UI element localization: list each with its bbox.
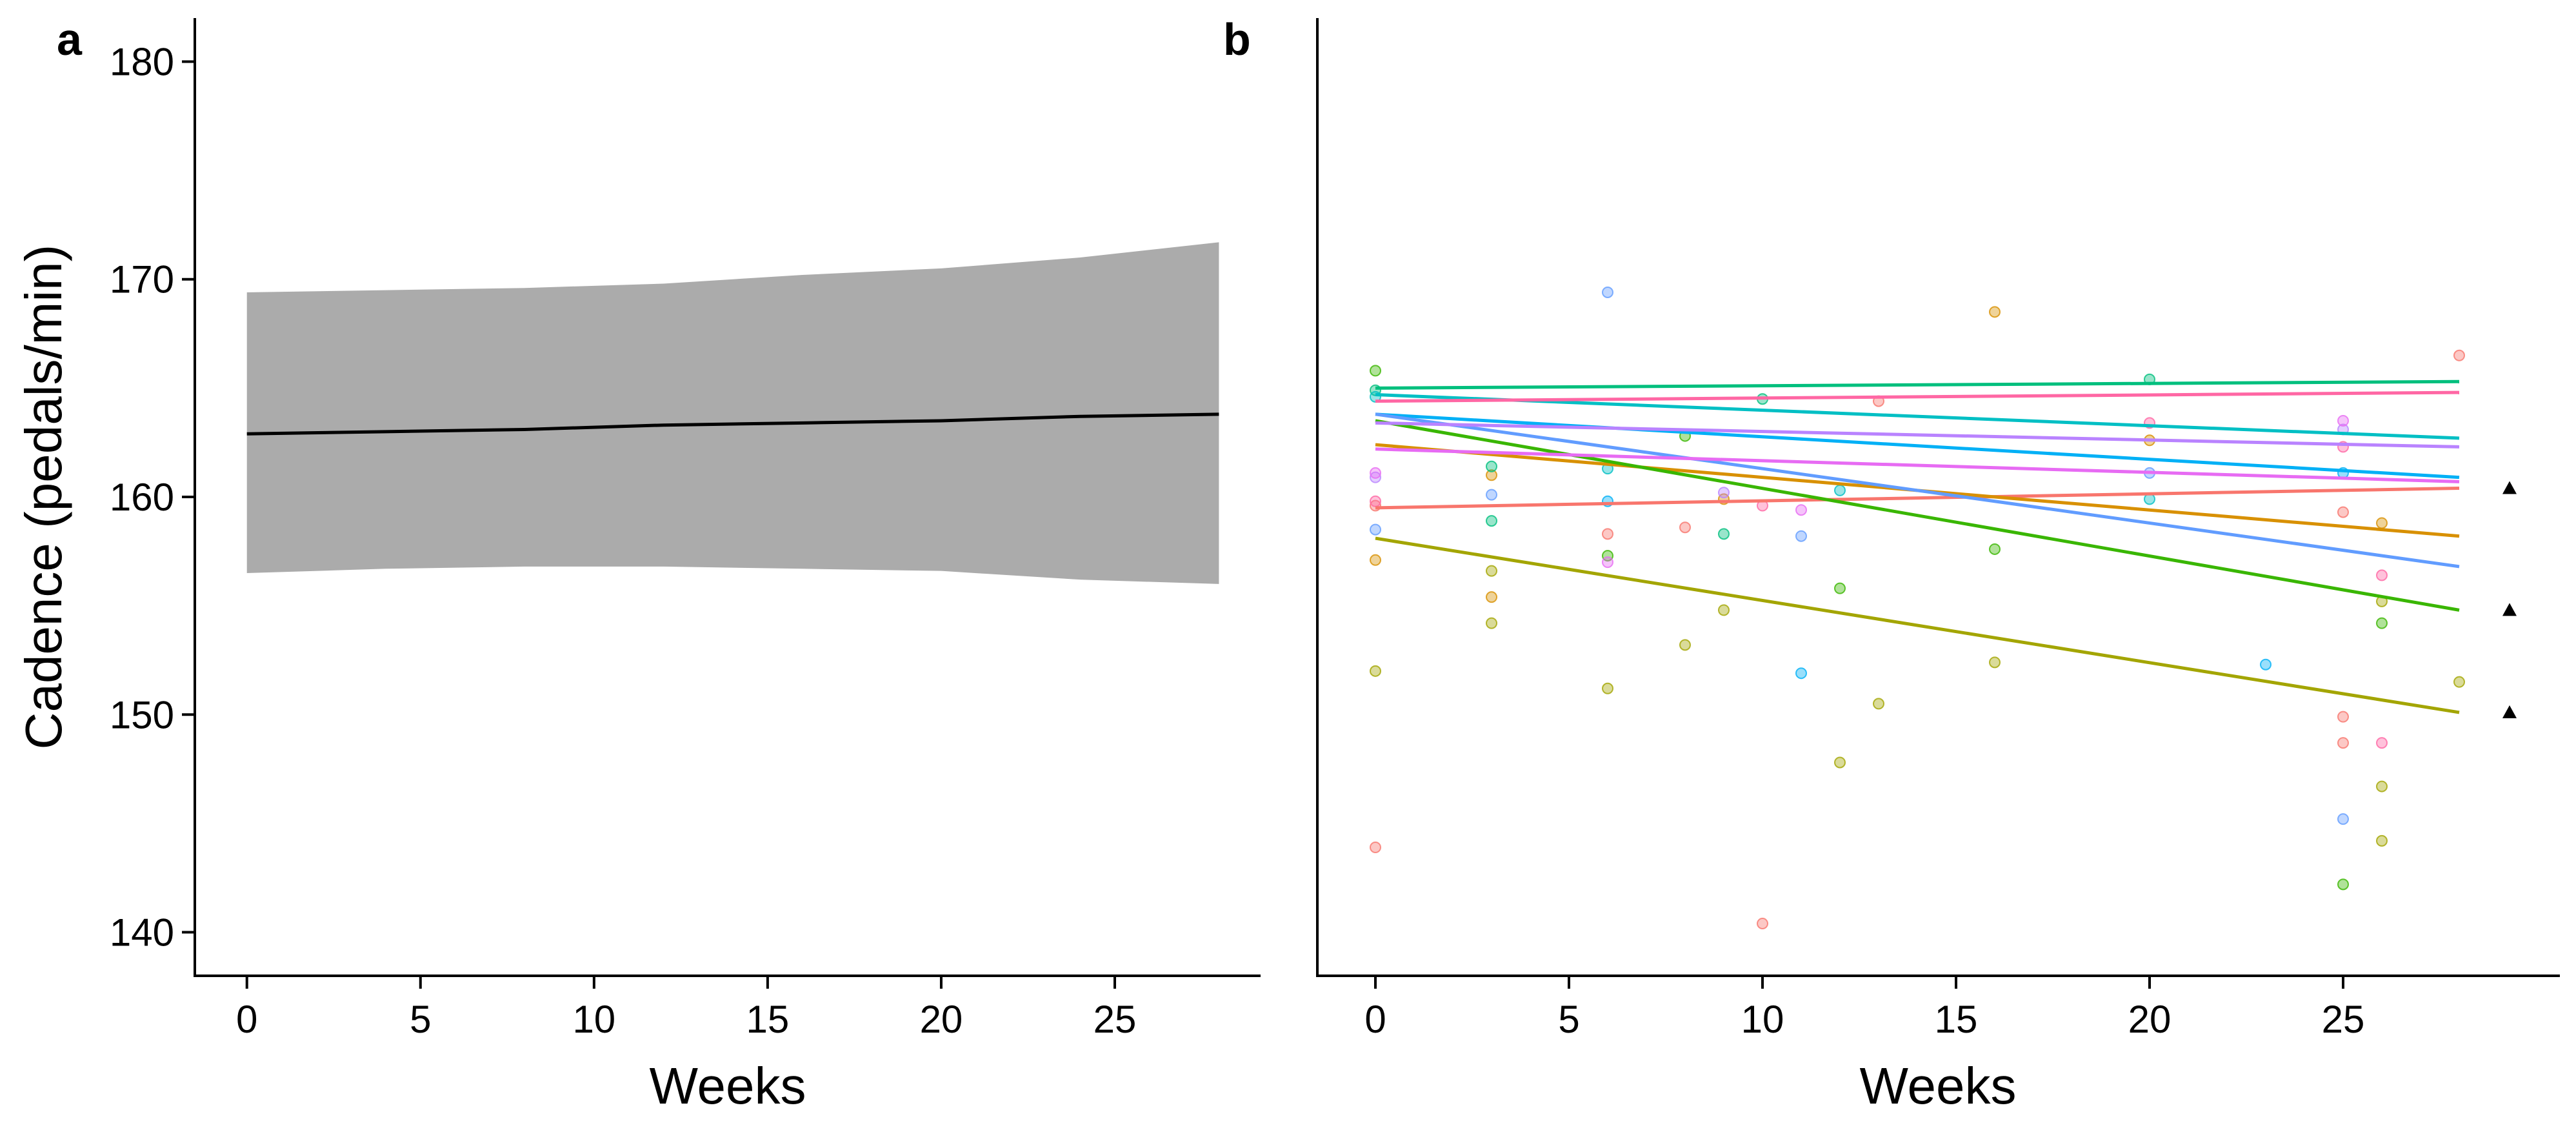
data-point-p10 xyxy=(1602,556,1613,569)
triangle-marker xyxy=(2502,481,2517,494)
confidence-ribbon-layer xyxy=(246,242,1219,584)
data-point-p4 xyxy=(2337,878,2349,891)
data-point-p7 xyxy=(2260,658,2271,671)
data-point-p4 xyxy=(1370,365,1381,377)
data-point-p12 xyxy=(1757,918,1768,930)
x-tick-label: 5 xyxy=(1558,998,1579,1041)
data-point-p4 xyxy=(1989,543,2001,555)
regression-line-p4 xyxy=(1375,419,2460,612)
regression-line-p6 xyxy=(1375,392,2460,440)
data-point-p1 xyxy=(2337,506,2349,518)
panel-a-y-ticks: 140 150 160 170 180 xyxy=(110,40,195,954)
mean-trend-line xyxy=(246,412,1219,436)
data-point-p11 xyxy=(1370,495,1381,507)
data-point-p10 xyxy=(2337,414,2349,427)
data-point-p2 xyxy=(1486,469,1497,481)
regression-line-p10 xyxy=(1375,447,2460,483)
panel-a-y-axis-title: Cadence (pedals/min) xyxy=(15,245,72,750)
y-tick-label: 140 xyxy=(110,911,174,954)
data-point-p5 xyxy=(1718,528,1730,540)
data-point-p3 xyxy=(1370,665,1381,677)
data-point-p3 xyxy=(2376,834,2388,847)
data-point-p1 xyxy=(1370,842,1381,854)
y-tick-label: 170 xyxy=(110,258,174,301)
data-point-p9 xyxy=(1370,471,1381,483)
regression-line-p9 xyxy=(1375,421,2460,449)
regression-line-p3 xyxy=(1375,536,2460,714)
data-point-p8 xyxy=(1795,530,1807,542)
x-tick-label: 20 xyxy=(920,998,963,1041)
data-point-p12 xyxy=(2337,737,2349,749)
data-point-p8 xyxy=(1486,489,1497,501)
x-tick-label: 25 xyxy=(2322,998,2365,1041)
regression-line-p7 xyxy=(1375,412,2460,480)
data-point-p2 xyxy=(1486,591,1497,603)
data-point-p8 xyxy=(1602,286,1613,298)
panel-b-x-axis-title: Weeks xyxy=(1859,1057,2016,1115)
x-tick-label: 20 xyxy=(2128,998,2172,1041)
x-tick-label: 15 xyxy=(1935,998,1978,1041)
data-point-p3 xyxy=(1679,639,1691,651)
x-tick-label: 10 xyxy=(1741,998,1784,1041)
data-point-p3 xyxy=(1602,682,1613,694)
confidence-ribbon xyxy=(246,242,1219,584)
data-point-p1 xyxy=(1602,528,1613,540)
triangle-marker xyxy=(2502,705,2517,718)
data-point-p2 xyxy=(1370,554,1381,566)
panel-b-label: b xyxy=(1223,14,1251,65)
data-point-p3 xyxy=(2453,676,2465,688)
triangle-marker xyxy=(2502,603,2517,616)
trend-line-layer xyxy=(246,412,1219,436)
data-point-p9 xyxy=(1718,487,1730,499)
regression-line-p5 xyxy=(1375,379,2460,390)
regression-line-p1 xyxy=(1375,487,2460,510)
x-tick-label: 10 xyxy=(572,998,615,1041)
data-point-p1 xyxy=(1679,521,1691,534)
data-point-p3 xyxy=(1486,617,1497,629)
data-point-p7 xyxy=(1795,667,1807,680)
data-point-p8 xyxy=(2337,813,2349,825)
data-point-p6 xyxy=(1834,484,1846,496)
data-point-p8 xyxy=(1370,523,1381,536)
panel-a: 0 5 10 15 20 25 140 150 160 170 180 a Weeks Caden… xyxy=(15,14,1261,1115)
data-point-p2 xyxy=(2376,517,2388,529)
panel-a-x-axis-title: Weeks xyxy=(649,1057,806,1115)
y-tick-label: 160 xyxy=(110,476,174,519)
panel-b-x-ticks: 0 5 10 15 20 25 xyxy=(1364,976,2364,1041)
data-point-p1 xyxy=(2453,349,2465,361)
data-point-p11 xyxy=(2376,569,2388,581)
data-point-p3 xyxy=(1486,565,1497,577)
data-point-p10 xyxy=(1370,467,1381,479)
data-point-p3 xyxy=(1989,656,2001,669)
x-tick-label: 25 xyxy=(1093,998,1137,1041)
triangle-markers-layer xyxy=(2502,481,2517,718)
data-point-p3 xyxy=(1718,604,1730,616)
data-point-p2 xyxy=(1989,306,2001,318)
y-tick-label: 180 xyxy=(110,40,174,83)
x-tick-label: 5 xyxy=(410,998,431,1041)
data-point-p11 xyxy=(2376,737,2388,749)
panel-a-label: a xyxy=(57,14,83,65)
data-point-p3 xyxy=(1873,698,1884,710)
data-point-p4 xyxy=(1834,582,1846,594)
regression-line-p8 xyxy=(1375,412,2460,569)
panel-b: 0 5 10 15 20 25 b Weeks xyxy=(1223,14,2560,1115)
regression-line-p11 xyxy=(1375,390,2460,403)
y-tick-label: 150 xyxy=(110,693,174,736)
data-point-p5 xyxy=(1486,515,1497,527)
x-tick-label: 0 xyxy=(1364,998,1386,1041)
data-point-p5 xyxy=(1486,460,1497,472)
panel-a-x-ticks: 0 5 10 15 20 25 xyxy=(236,976,1136,1041)
x-tick-label: 0 xyxy=(236,998,257,1041)
regression-lines-layer xyxy=(1375,379,2460,714)
data-point-p3 xyxy=(2376,780,2388,793)
data-point-p12 xyxy=(2337,711,2349,723)
data-point-p10 xyxy=(1795,504,1807,516)
x-tick-label: 15 xyxy=(746,998,790,1041)
data-point-p3 xyxy=(1834,756,1846,769)
data-point-p4 xyxy=(2376,617,2388,629)
